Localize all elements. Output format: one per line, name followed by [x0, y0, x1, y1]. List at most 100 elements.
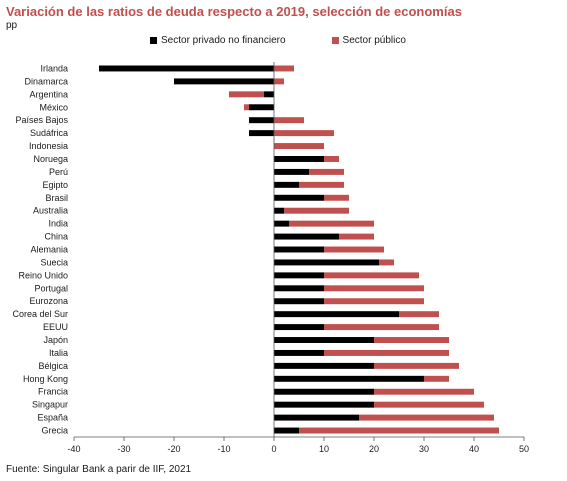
category-label: Brasil — [45, 193, 68, 203]
legend-item-public: Sector público — [331, 35, 406, 46]
bar-public — [324, 194, 349, 201]
category-label: Argentina — [29, 89, 68, 99]
bar-public — [374, 362, 459, 369]
category-label: Perú — [49, 167, 68, 177]
category-label: China — [44, 232, 68, 242]
x-tick-label: -20 — [167, 444, 180, 454]
bar-public — [289, 220, 374, 227]
bar-public — [274, 65, 294, 72]
category-label: India — [48, 219, 68, 229]
bar-private — [274, 375, 424, 382]
bar-public — [274, 130, 334, 137]
bar-private — [274, 337, 374, 343]
x-tick-label: 30 — [419, 444, 429, 454]
bar-private — [249, 117, 274, 124]
bar-private — [174, 78, 274, 85]
category-label: Bélgica — [38, 361, 68, 371]
bar-private — [274, 285, 324, 292]
bar-private — [274, 362, 374, 369]
x-tick-label: 40 — [469, 444, 479, 454]
bar-public — [324, 156, 339, 162]
bar-public — [379, 259, 394, 266]
bar-public — [274, 143, 324, 150]
category-label: México — [39, 102, 68, 112]
category-label: Noruega — [33, 154, 68, 164]
bar-public — [374, 388, 474, 395]
bar-public — [374, 337, 449, 343]
category-label: Corea del Sur — [12, 309, 68, 319]
category-label: Francia — [38, 387, 68, 397]
bar-private — [274, 259, 379, 266]
bar-public — [339, 233, 374, 240]
category-label: Países Bajos — [15, 115, 68, 125]
bar-private — [274, 246, 324, 253]
bar-private — [274, 272, 324, 279]
bar-private — [264, 91, 274, 98]
bar-public — [424, 375, 449, 382]
bar-private — [274, 168, 309, 175]
unit-label: pp — [6, 20, 18, 31]
category-label: Indonesia — [29, 141, 68, 151]
bar-private — [274, 298, 324, 305]
bar-public — [299, 181, 344, 188]
category-label: España — [37, 413, 68, 423]
category-label: Irlanda — [40, 63, 68, 73]
category-label: Sudáfrica — [30, 128, 68, 138]
category-label: Dinamarca — [24, 76, 68, 86]
bar-private — [274, 427, 299, 434]
bar-private — [274, 401, 374, 408]
bar-public — [374, 401, 484, 408]
bar-private — [249, 130, 274, 137]
bar-public — [324, 298, 424, 305]
category-label: Grecia — [41, 426, 68, 436]
bar-public — [324, 246, 384, 253]
category-label: Australia — [33, 206, 68, 216]
category-label: Alemania — [30, 245, 68, 255]
category-label: Reino Unido — [18, 270, 68, 280]
bar-public — [324, 285, 424, 292]
bar-public — [324, 272, 419, 279]
bar-private — [274, 233, 339, 240]
bar-private — [274, 220, 289, 227]
bar-private — [274, 311, 399, 318]
bar-public — [324, 324, 439, 331]
bar-public — [399, 311, 439, 318]
category-label: Eurozona — [29, 296, 68, 306]
legend: Sector privado no financiero Sector públ… — [150, 35, 406, 46]
category-label: Portugal — [34, 283, 68, 293]
x-tick-label: -10 — [217, 444, 230, 454]
bar-private — [274, 388, 374, 395]
category-label: Hong Kong — [23, 374, 68, 384]
category-label: EEUU — [43, 322, 68, 332]
category-label: Egipto — [42, 180, 68, 190]
legend-swatch-private — [150, 37, 157, 44]
bar-private — [274, 414, 359, 421]
x-tick-label: 20 — [369, 444, 379, 454]
bar-private — [274, 156, 324, 162]
bar-public — [274, 117, 304, 124]
bar-public — [359, 414, 494, 421]
bar-public — [309, 168, 344, 175]
category-label: Singapur — [32, 400, 68, 410]
x-tick-label: 0 — [271, 444, 276, 454]
category-label: Italia — [49, 348, 68, 358]
bar-private — [274, 207, 284, 214]
bar-public — [299, 427, 499, 434]
bar-public — [244, 104, 249, 111]
bar-private — [274, 324, 324, 331]
x-tick-label: -30 — [117, 444, 130, 454]
source-note: Fuente: Singular Bank a parir de IIF, 20… — [6, 464, 192, 475]
x-tick-label: 10 — [319, 444, 329, 454]
category-label: Suecia — [40, 257, 68, 267]
bar-private — [249, 104, 274, 111]
bar-public — [274, 78, 284, 85]
category-label: Japón — [43, 335, 68, 345]
legend-label-private: Sector privado no financiero — [161, 35, 286, 46]
legend-label-public: Sector público — [342, 35, 406, 46]
bar-private — [99, 65, 274, 72]
bar-private — [274, 181, 299, 188]
bar-public — [324, 349, 449, 356]
bar-private — [274, 349, 324, 356]
bar-private — [274, 194, 324, 201]
